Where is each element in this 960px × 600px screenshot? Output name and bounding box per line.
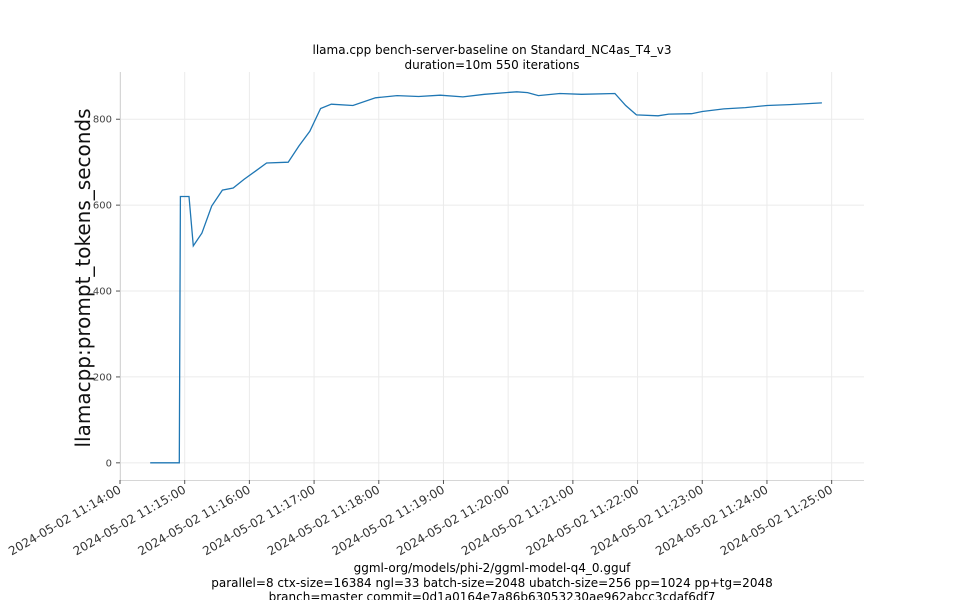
y-axis-label: llamacpp:prompt_tokens_seconds (71, 108, 95, 447)
x-tick-label: 2024-05-02 11:19:00 (330, 482, 447, 558)
y-tick-label: 800 (93, 115, 112, 126)
x-tick-label: 2024-05-02 11:25:00 (718, 482, 835, 558)
x-tick-label: 2024-05-02 11:16:00 (136, 482, 253, 558)
axes (120, 72, 864, 481)
chart-subtitle: duration=10m 550 iterations (405, 58, 580, 72)
x-tick-label: 2024-05-02 11:17:00 (200, 482, 317, 558)
y-tick-label: 200 (93, 372, 112, 383)
x-axis-label-line-1: ggml-org/models/phi-2/ggml-model-q4_0.gg… (354, 561, 632, 575)
x-tick-label: 2024-05-02 11:24:00 (653, 482, 770, 558)
x-tick-label: 2024-05-02 11:15:00 (71, 482, 188, 558)
gridlines (119, 72, 864, 480)
y-tick-label: 0 (106, 458, 112, 469)
y-ticks: 0 200 400 600 800 (93, 115, 120, 469)
x-tick-label: 2024-05-02 11:14:00 (6, 482, 123, 558)
x-tick-label: 2024-05-02 11:20:00 (394, 482, 511, 558)
x-axis-label-line-3: branch=master commit=0d1a0164e7a86b63053… (269, 590, 716, 600)
series-line (150, 91, 822, 464)
x-tick-label: 2024-05-02 11:18:00 (265, 482, 382, 558)
chart-title: llama.cpp bench-server-baseline on Stand… (313, 43, 672, 57)
x-tick-label: 2024-05-02 11:23:00 (588, 482, 705, 558)
x-tick-label: 2024-05-02 11:22:00 (524, 482, 641, 558)
y-tick-label: 600 (93, 201, 112, 212)
x-tick-label: 2024-05-02 11:21:00 (459, 482, 576, 558)
y-tick-label: 400 (93, 287, 112, 298)
x-axis-label-line-2: parallel=8 ctx-size=16384 ngl=33 batch-s… (211, 576, 772, 590)
